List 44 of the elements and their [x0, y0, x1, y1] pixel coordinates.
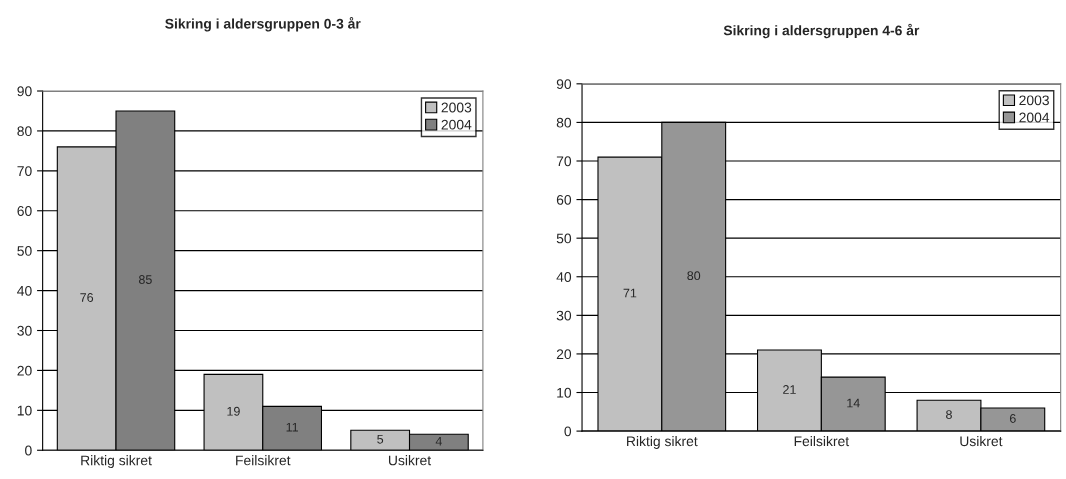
data-label: 14 — [847, 398, 860, 408]
data-label: 6 — [1009, 414, 1016, 423]
y-tick-label: 0 — [564, 426, 572, 437]
x-tick-label: Riktig sikret — [627, 435, 698, 449]
legend-label: 2003 — [441, 102, 472, 113]
data-label: 19 — [227, 406, 240, 416]
data-label: 71 — [623, 288, 637, 298]
data-label: 11 — [286, 422, 298, 432]
y-tick-label: 50 — [556, 233, 572, 244]
data-label: 80 — [687, 271, 701, 281]
y-tick-label: 30 — [17, 325, 32, 336]
y-tick-label: 20 — [556, 349, 572, 360]
y-tick-label: 40 — [556, 272, 572, 282]
data-label: 85 — [138, 275, 152, 284]
data-label: 76 — [80, 293, 94, 302]
x-tick-label: Feilsikret — [794, 435, 850, 447]
y-tick-label: 30 — [556, 310, 572, 321]
chart-title: Sikring i aldersgruppen 0-3 år — [165, 17, 361, 32]
x-tick-label: Feilsikret — [236, 455, 291, 466]
y-tick-label: 20 — [17, 365, 32, 376]
y-tick-label: 0 — [25, 445, 32, 456]
data-label: 4 — [435, 436, 442, 446]
y-tick-label: 50 — [17, 246, 32, 256]
chart-title: Sikring i aldersgruppen 4-6 år — [723, 23, 920, 39]
y-tick-label: 90 — [556, 79, 572, 89]
y-tick-label: 10 — [17, 405, 32, 416]
y-tick-label: 90 — [17, 86, 32, 97]
y-tick-label: 10 — [557, 387, 572, 398]
y-tick-label: 70 — [17, 166, 32, 177]
y-tick-label: 70 — [556, 156, 572, 167]
data-label: 21 — [783, 385, 796, 394]
y-tick-label: 80 — [17, 126, 32, 137]
y-tick-label: 60 — [556, 194, 572, 205]
legend-label: 2004 — [1019, 112, 1050, 123]
data-label: 5 — [377, 434, 384, 444]
y-tick-label: 40 — [17, 285, 32, 296]
y-tick-label: 80 — [556, 117, 572, 128]
y-tick-label: 60 — [17, 206, 32, 216]
x-tick-label: Usikret — [388, 455, 432, 466]
x-tick-label: Riktig sikret — [81, 455, 152, 469]
data-label: 8 — [946, 410, 952, 420]
legend-label: 2004 — [441, 119, 472, 130]
x-tick-label: Usikret — [960, 435, 1003, 447]
legend-label: 2003 — [1019, 95, 1049, 106]
